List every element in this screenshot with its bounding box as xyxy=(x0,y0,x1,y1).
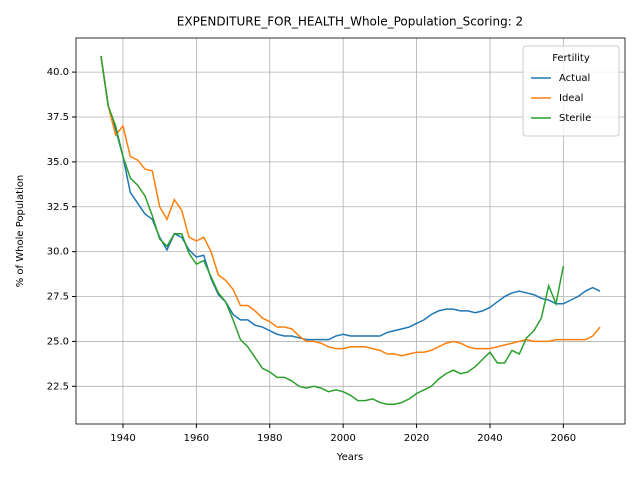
y-axis-label: % of Whole Population xyxy=(15,175,26,288)
series-line xyxy=(100,55,601,357)
chart-title: EXPENDITURE_FOR_HEALTH_Whole_Population_… xyxy=(177,15,523,29)
y-tick-label: 32.5 xyxy=(47,202,69,213)
y-tick-label: 40.0 xyxy=(47,67,69,78)
x-tick-label: 1980 xyxy=(257,433,282,444)
x-tick-label: 2040 xyxy=(477,433,502,444)
y-tick-label: 22.5 xyxy=(47,381,69,392)
x-tick-label: 1940 xyxy=(110,433,135,444)
y-tick-label: 25.0 xyxy=(47,336,69,347)
x-tick-label: 2000 xyxy=(330,433,355,444)
legend-box xyxy=(522,45,620,137)
x-axis-label: Years xyxy=(336,452,363,463)
legend-label: Actual xyxy=(559,73,590,84)
y-tick-label: 37.5 xyxy=(47,112,69,123)
x-tick-label: 2020 xyxy=(404,433,429,444)
y-tick-label: 30.0 xyxy=(47,247,69,258)
x-tick-label: 2060 xyxy=(551,433,576,444)
y-tick-label: 35.0 xyxy=(47,157,69,168)
series-line xyxy=(100,55,565,405)
x-tick-label: 1960 xyxy=(184,433,209,444)
y-tick-label: 27.5 xyxy=(47,292,69,303)
legend-label: Ideal xyxy=(559,93,583,104)
plot-frame xyxy=(75,37,626,425)
legend-label: Sterile xyxy=(559,113,591,124)
legend-title: Fertility xyxy=(552,53,590,64)
